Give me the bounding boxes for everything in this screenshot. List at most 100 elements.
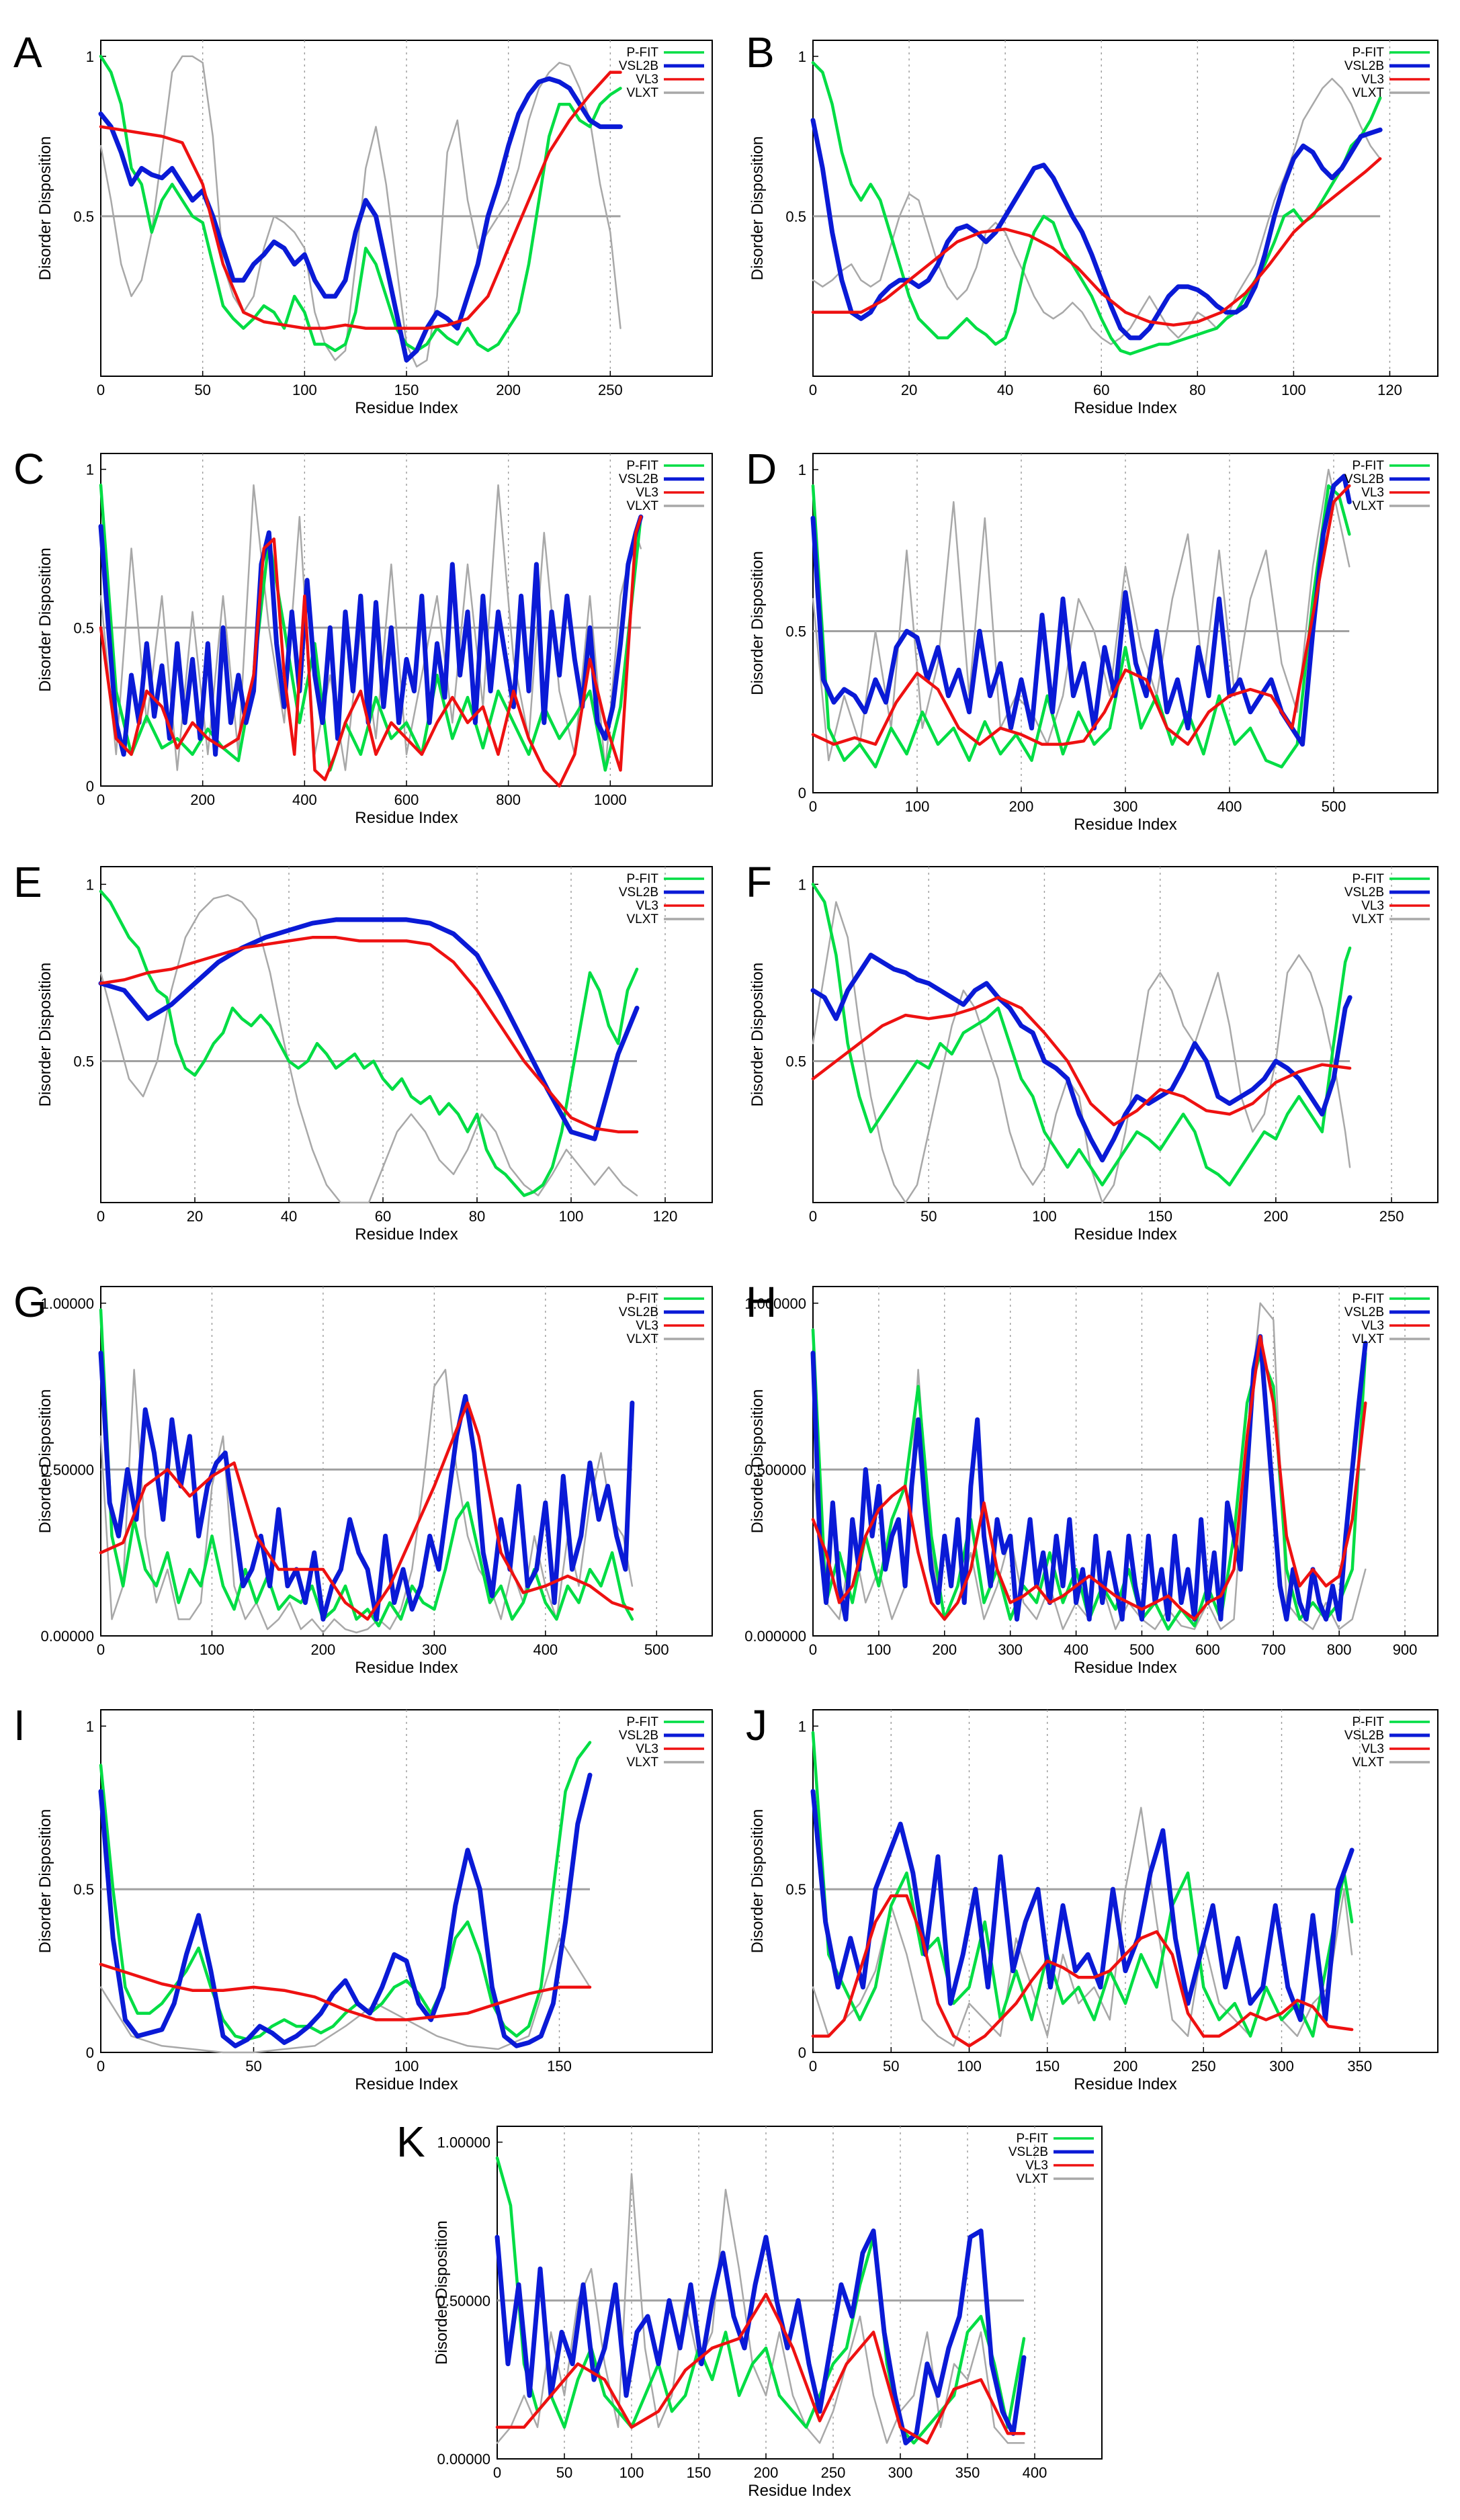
legend-label: VL3 xyxy=(636,73,658,87)
x-tick-label: 350 xyxy=(1347,2058,1372,2075)
y-axis-label: Disorder Disposition xyxy=(36,1389,54,1534)
legend-label: P-FIT xyxy=(627,1715,659,1729)
legend-label: P-FIT xyxy=(1017,2132,1049,2146)
legend-label: VL3 xyxy=(636,899,658,913)
x-tick-label: 250 xyxy=(598,382,623,398)
x-tick-label: 50 xyxy=(556,2464,572,2481)
legend-label: VL3 xyxy=(1361,899,1384,913)
panel-letter: C xyxy=(13,445,44,493)
y-tick-label: 0.00000 xyxy=(437,2451,490,2468)
x-tick-label: 40 xyxy=(281,1208,297,1225)
series-line-vl3 xyxy=(99,1962,592,2022)
y-axis-label: Disorder Disposition xyxy=(748,1389,767,1534)
x-tick-label: 300 xyxy=(888,2464,913,2481)
x-tick-label: 40 xyxy=(997,382,1013,398)
legend-label: VSL2B xyxy=(619,1305,658,1319)
series-line-vsl2b xyxy=(810,953,1352,1163)
x-tick-label: 100 xyxy=(957,2058,982,2075)
legend-label: VSL2B xyxy=(1344,1729,1384,1743)
series-line-vlxt xyxy=(812,901,1351,1204)
legend-label: VSL2B xyxy=(619,59,658,73)
legend-label: VSL2B xyxy=(1008,2145,1048,2159)
x-tick-label: 80 xyxy=(1189,382,1205,398)
legend-label: VSL2B xyxy=(1344,1305,1384,1319)
legend-label: VLXT xyxy=(626,1755,658,1770)
x-tick-label: 500 xyxy=(1322,798,1346,815)
x-axis-label: Residue Index xyxy=(355,809,458,827)
x-tick-label: 200 xyxy=(190,791,215,808)
legend-label: VL3 xyxy=(636,1319,658,1333)
x-axis-label: Residue Index xyxy=(355,1659,458,1677)
y-tick-label: 0.00000 xyxy=(40,1628,94,1645)
panel-h: H 0 100 200 300 400 500 600 700 800 900 0.000000 0.5… xyxy=(744,1278,1438,1677)
legend-label: VLXT xyxy=(626,1332,658,1346)
legend-label: VL3 xyxy=(1361,486,1384,500)
legend-label: P-FIT xyxy=(1352,1292,1385,1306)
x-tick-label: 150 xyxy=(394,382,419,398)
panel-letter: F xyxy=(746,858,772,906)
legend-label: VL3 xyxy=(1361,1742,1384,1756)
series-line-p-fit xyxy=(811,1328,1367,1631)
x-tick-label: 700 xyxy=(1261,1641,1286,1658)
series-line-p-fit xyxy=(99,889,639,1197)
x-tick-label: 800 xyxy=(496,791,521,808)
x-tick-label: 50 xyxy=(194,382,210,398)
panel-b: B 0 20 40 60 80 100 120 0.5 1 Residue Index Disorde… xyxy=(746,28,1438,417)
y-tick-label: 1 xyxy=(86,876,94,893)
y-axis-label: Disorder Disposition xyxy=(748,1809,767,1954)
panel-j: J 0 50 100 150 200 250 300 350 0 0.5 1 Residue Index… xyxy=(746,1701,1438,2093)
x-tick-label: 120 xyxy=(653,1208,678,1225)
legend-label: VSL2B xyxy=(619,1729,658,1743)
y-tick-label: 1 xyxy=(86,1718,94,1735)
plot-frame xyxy=(812,1286,1438,1637)
y-tick-label: 0.500000 xyxy=(744,1461,806,1478)
y-tick-label: 0.50000 xyxy=(437,2292,490,2309)
series-line-vl3 xyxy=(811,157,1382,327)
panel-letter: E xyxy=(13,858,42,906)
x-tick-label: 800 xyxy=(1327,1641,1352,1658)
y-tick-label: 0 xyxy=(798,2044,806,2061)
x-tick-label: 300 xyxy=(1269,2058,1294,2075)
series-line-vl3 xyxy=(99,515,643,788)
plot-frame xyxy=(100,866,713,1203)
legend-label: VLXT xyxy=(1352,499,1384,513)
y-axis-label: Disorder Disposition xyxy=(36,136,54,281)
series-line-vl3 xyxy=(811,1335,1367,1621)
legend-label: VLXT xyxy=(1352,912,1384,926)
legend-label: VLXT xyxy=(1016,2172,1048,2186)
panel-a: A 0 50 100 150 200 250 0.5 1 Residue Index Disorde… xyxy=(13,28,713,417)
x-tick-label: 200 xyxy=(496,382,521,398)
y-axis-label: Disorder Disposition xyxy=(36,963,54,1107)
x-tick-label: 300 xyxy=(1113,798,1138,815)
series-line-p-fit xyxy=(99,1308,634,1628)
x-axis-label: Residue Index xyxy=(1074,1659,1176,1677)
x-tick-label: 100 xyxy=(905,798,930,815)
legend-label: VLXT xyxy=(626,912,658,926)
x-tick-label: 200 xyxy=(932,1641,957,1658)
x-tick-label: 50 xyxy=(920,1208,937,1225)
x-tick-label: 0 xyxy=(97,1208,105,1225)
x-tick-label: 100 xyxy=(292,382,317,398)
panel-letter: J xyxy=(746,1701,767,1749)
x-tick-label: 0 xyxy=(493,2464,501,2481)
x-tick-label: 600 xyxy=(1195,1641,1220,1658)
series-line-vlxt xyxy=(812,468,1350,762)
series-line-p-fit xyxy=(99,483,643,772)
legend-label: VLXT xyxy=(1352,1755,1384,1770)
series-line-p-fit xyxy=(811,61,1382,355)
series-line-vsl2b xyxy=(810,1334,1368,1622)
x-tick-label: 200 xyxy=(1264,1208,1289,1225)
y-tick-label: 0.50000 xyxy=(40,1461,94,1478)
series-line-vl3 xyxy=(99,1401,634,1621)
x-tick-label: 150 xyxy=(547,2058,572,2075)
panel-letter: D xyxy=(746,445,777,493)
x-tick-label: 400 xyxy=(1217,798,1242,815)
x-tick-label: 0 xyxy=(809,1641,817,1658)
panel-d: D 0 100 200 300 400 500 0 0.5 1 Residue Index Disor… xyxy=(746,445,1438,834)
legend-label: VSL2B xyxy=(1344,885,1384,900)
series-line-vl3 xyxy=(99,71,622,330)
x-tick-label: 50 xyxy=(245,2058,261,2075)
x-tick-label: 200 xyxy=(1009,798,1034,815)
y-tick-label: 1.000000 xyxy=(744,1295,806,1312)
legend-label: VL3 xyxy=(636,486,658,500)
